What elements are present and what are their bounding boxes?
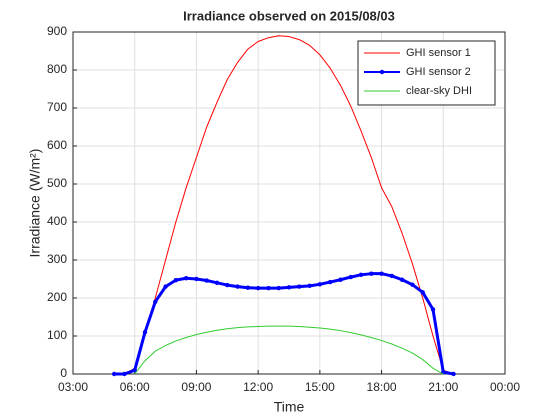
x-tick-label: 18:00 — [367, 380, 397, 394]
series-marker — [255, 285, 261, 291]
series-marker — [286, 285, 292, 290]
x-tick-label: 03:00 — [58, 380, 88, 394]
series-marker — [327, 279, 333, 285]
legend-label: clear-sky DHI — [406, 85, 472, 97]
series-line — [114, 35, 454, 375]
series-marker — [338, 277, 343, 282]
series-marker — [163, 284, 168, 289]
series-marker — [235, 284, 240, 289]
series-marker — [183, 276, 189, 281]
series-line — [134, 325, 444, 375]
y-tick-label: 0 — [60, 366, 67, 380]
legend-marker — [379, 69, 385, 75]
x-axis-label: Time — [274, 399, 305, 415]
x-tick-label: 00:00 — [490, 380, 520, 394]
series-marker — [420, 290, 425, 295]
y-tick-label: 800 — [47, 62, 67, 76]
y-tick-label: 300 — [47, 252, 67, 266]
series-marker — [173, 277, 179, 283]
x-tick-label: 06:00 — [120, 380, 150, 394]
series-marker — [399, 277, 405, 282]
x-tick-label: 12:00 — [243, 380, 273, 394]
series-marker — [317, 282, 323, 287]
series-marker — [389, 273, 395, 279]
x-tick-label: 21:00 — [428, 380, 458, 394]
series-marker — [358, 272, 364, 278]
chart-title: Irradiance observed on 2015/08/03 — [183, 8, 395, 23]
series-marker — [410, 282, 415, 287]
series-marker — [276, 285, 281, 291]
y-tick-label: 400 — [47, 214, 67, 228]
y-tick-label: 700 — [47, 100, 67, 114]
series-marker — [297, 284, 302, 289]
series-line — [114, 272, 454, 376]
series-marker — [214, 280, 220, 285]
series-marker — [111, 371, 117, 377]
series-marker — [225, 282, 230, 288]
y-tick-label: 100 — [47, 328, 67, 342]
series-marker — [307, 283, 312, 289]
series-marker — [451, 371, 456, 377]
series-marker — [348, 274, 353, 280]
y-tick-label: 600 — [47, 138, 67, 152]
y-tick-label: 200 — [47, 290, 67, 304]
legend-label: GHI sensor 1 — [406, 47, 471, 59]
x-tick-label: 09:00 — [181, 380, 211, 394]
series-marker — [153, 299, 158, 304]
series-marker — [430, 307, 436, 312]
series-marker — [204, 278, 209, 283]
y-tick-label: 500 — [47, 176, 67, 190]
legend-label: GHI sensor 2 — [406, 66, 471, 78]
y-tick-label: 900 — [47, 24, 67, 38]
series-marker — [245, 285, 251, 290]
series-marker — [266, 285, 271, 291]
x-tick-label: 15:00 — [305, 380, 335, 394]
series-marker — [369, 271, 374, 276]
series-marker — [132, 368, 137, 373]
series-marker — [379, 271, 384, 276]
y-axis-label: Irradiance (W/m²) — [27, 149, 43, 258]
series-marker — [142, 330, 148, 335]
series-marker — [194, 276, 199, 282]
plot-frame — [72, 31, 506, 375]
series-marker — [122, 371, 127, 377]
